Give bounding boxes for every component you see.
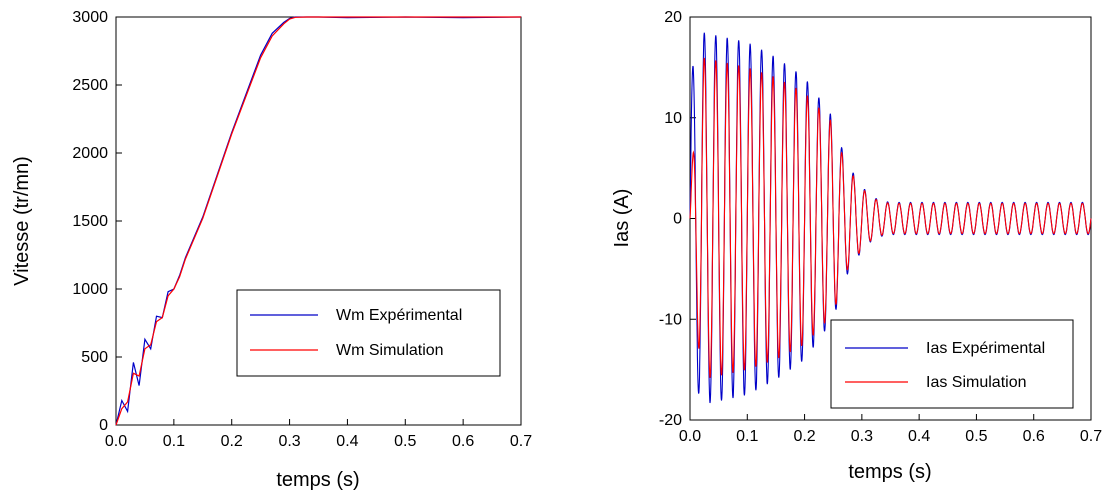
y-tick-label: 0 [99,417,108,434]
speed-legend-box [236,289,501,377]
x-tick-label: 0.5 [965,428,987,445]
speed-legend-label-experimental: Wm Expérimental [336,307,462,324]
y-tick-label: 1000 [72,281,108,298]
x-tick-label: 0.2 [793,428,815,445]
current-legend: Ias Expérimental Ias Simulation [830,319,1074,409]
x-tick-label: 0.0 [105,433,127,450]
x-tick-label: 0.3 [851,428,873,445]
speed-chart: 0 500 1000 1500 2000 2500 3000 0.0 0.1 0.2 0.3 0.4… [11,9,532,491]
y-tick-label: -10 [659,311,682,328]
speed-y-ticks: 0 500 1000 1500 2000 2500 3000 [72,9,122,434]
y-tick-label: 0 [673,211,682,228]
current-legend-label-simulation: Ias Simulation [926,374,1027,391]
x-tick-label: 0.2 [221,433,243,450]
x-tick-label: 0.1 [163,433,185,450]
speed-series-lines [115,16,522,426]
y-tick-label: 2500 [72,77,108,94]
x-tick-label: 0.7 [510,433,532,450]
current-series-line-1 [689,57,1092,378]
x-tick-label: 0.1 [736,428,758,445]
current-y-ticks: -20 -10 0 10 20 [659,9,696,429]
current-legend-label-experimental: Ias Expérimental [926,340,1045,357]
current-x-ticks: 0.0 0.1 0.2 0.3 0.4 0.5 0.6 0.7 [679,414,1102,445]
y-tick-label: 3000 [72,9,108,26]
speed-y-axis-label: Vitesse (tr/mn) [11,156,33,286]
speed-x-ticks: 0.0 0.1 0.2 0.3 0.4 0.5 0.6 0.7 [105,419,532,450]
y-tick-label: 2000 [72,145,108,162]
speed-x-axis-label: temps (s) [276,469,359,491]
y-tick-label: -20 [659,412,682,429]
x-tick-label: 0.6 [452,433,474,450]
x-tick-label: 0.7 [1080,428,1102,445]
y-tick-label: 10 [664,110,682,127]
y-tick-label: 500 [81,349,108,366]
current-x-axis-label: temps (s) [848,461,931,483]
x-tick-label: 0.3 [278,433,300,450]
x-tick-label: 0.6 [1023,428,1045,445]
current-chart: -20 -10 0 10 20 0.0 0.1 0.2 0.3 0.4 0.5 0.6 0.7 tem… [611,9,1102,483]
x-tick-label: 0.0 [679,428,701,445]
speed-series-line-1 [115,16,521,426]
speed-legend: Wm Expérimental Wm Simulation [236,289,501,377]
current-y-axis-label: Ias (A) [611,189,633,248]
x-tick-label: 0.4 [336,433,358,450]
x-tick-label: 0.4 [908,428,930,445]
y-tick-label: 20 [664,9,682,26]
current-legend-box [830,319,1074,409]
y-tick-label: 1500 [72,213,108,230]
x-tick-label: 0.5 [394,433,416,450]
speed-legend-label-simulation: Wm Simulation [336,342,444,359]
current-series-lines [689,32,1092,404]
